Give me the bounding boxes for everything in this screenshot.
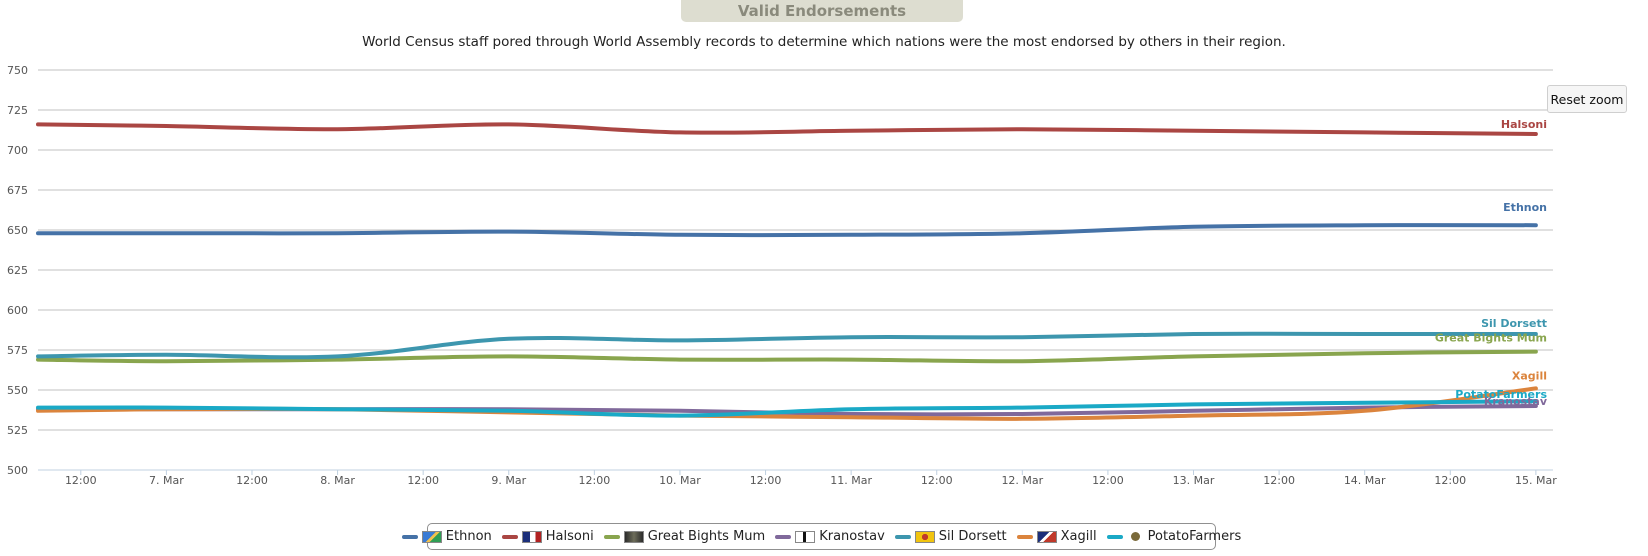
x-tick-label: 7. Mar [149,474,184,487]
x-tick-label: 12:00 [750,474,782,487]
legend-label: Great Bights Mum [647,529,766,544]
x-tick-label: 9. Mar [491,474,526,487]
legend-label: PotatoFarmers [1147,529,1242,544]
legend-swatch [1016,534,1033,539]
legend-item-halsoni[interactable]: Halsoni [501,529,594,544]
flag-icon [521,530,542,543]
legend-label: Sil Dorsett [938,529,1007,544]
y-tick-label: 600 [7,304,28,317]
y-tick-label: 550 [7,384,28,397]
y-tick-label: 625 [7,264,28,277]
x-tick-label: 15. Mar [1515,474,1557,487]
legend-label: Xagill [1060,529,1097,544]
flag-icon [914,530,935,543]
x-tick-label: 12:00 [1263,474,1295,487]
x-tick-label: 12:00 [1434,474,1466,487]
end-label-ethnon: Ethnon [1503,201,1547,214]
x-tick-label: 12:00 [1092,474,1124,487]
x-tick-label: 14. Mar [1344,474,1386,487]
series-line-halsoni [36,122,1538,136]
x-tick-label: 12:00 [236,474,268,487]
legend-swatch [401,534,418,539]
legend-swatch [501,534,518,539]
end-label-great-bights-mum: Great Bights Mum [1435,332,1547,345]
legend-item-sil-dorsett[interactable]: Sil Dorsett [894,529,1007,544]
reset-zoom-button[interactable]: Reset zoom [1547,85,1627,113]
x-tick-label: 12:00 [579,474,611,487]
legend-item-potatofarmers[interactable]: PotatoFarmers [1106,529,1242,544]
y-tick-label: 750 [7,64,28,77]
x-tick-label: 12:00 [65,474,97,487]
dot-icon [1130,532,1140,541]
y-tick-label: 725 [7,104,28,117]
legend-swatch [775,534,792,539]
series-line-sil-dorsett [36,331,1538,360]
legend-item-kranostav[interactable]: Kranostav [775,529,885,544]
legend-item-xagill[interactable]: Xagill [1016,529,1097,544]
end-label-potatofarmers: PotatoFarmers [1455,388,1547,401]
end-label-sil-dorsett: Sil Dorsett [1481,317,1547,330]
x-tick-label: 12:00 [407,474,439,487]
chart-legend: Ethnon Halsoni Great Bights Mum Kranosta… [401,523,1241,550]
x-tick-label: 12:00 [921,474,953,487]
chart-subtitle: World Census staff pored through World A… [362,34,1286,50]
legend-item-ethnon[interactable]: Ethnon [401,529,492,544]
y-tick-label: 700 [7,144,28,157]
x-tick-label: 8. Mar [320,474,355,487]
legend-swatch [603,534,620,539]
series-line-ethnon [36,223,1538,238]
y-tick-label: 650 [7,224,28,237]
flag-icon [1036,530,1057,543]
x-tick-label: 11. Mar [830,474,872,487]
end-label-halsoni: Halsoni [1501,118,1547,131]
chart-title: Valid Endorsements [681,0,963,22]
end-label-xagill: Xagill [1512,369,1547,382]
legend-label: Ethnon [445,529,492,544]
legend-item-great-bights-mum[interactable]: Great Bights Mum [603,529,766,544]
x-tick-label: 12. Mar [1001,474,1043,487]
legend-label: Kranostav [819,529,885,544]
y-tick-label: 525 [7,424,28,437]
flag-icon [795,530,816,543]
flag-icon [421,530,442,543]
y-tick-label: 500 [7,464,28,477]
flag-icon [623,530,644,543]
series-line-great-bights-mum [36,349,1538,364]
y-tick-label: 675 [7,184,28,197]
legend-swatch [894,534,911,539]
legend-swatch [1106,534,1123,539]
end-label-kranostav: Kranostav [1484,395,1548,408]
y-tick-label: 575 [7,344,28,357]
x-tick-label: 13. Mar [1173,474,1215,487]
x-tick-label: 10. Mar [659,474,701,487]
legend-label: Halsoni [545,529,594,544]
series-line-potatofarmers [36,399,1538,418]
line-chart[interactable]: 500 525 550 575 600 625 650 675 700 725 750 12:00 7.… [0,0,1648,520]
